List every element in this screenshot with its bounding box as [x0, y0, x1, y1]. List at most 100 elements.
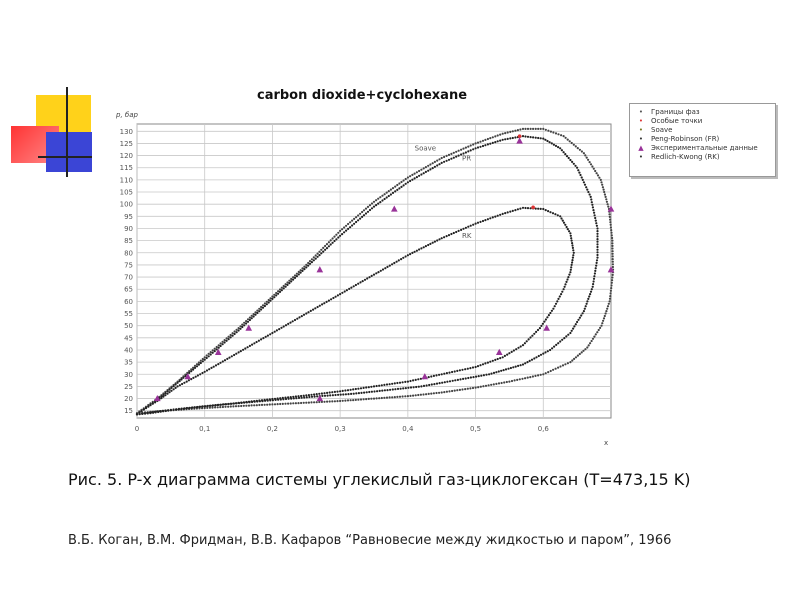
series-point-soave	[580, 351, 583, 354]
series-point-redlich-kwong-rk	[381, 268, 385, 271]
series-point-redlich-kwong-rk	[551, 212, 555, 215]
series-point-peng-robinson-fr	[519, 364, 522, 367]
series-point-redlich-kwong-rk	[214, 404, 217, 407]
series-point-redlich-kwong-rk	[422, 246, 425, 249]
y-tick-label: 95	[124, 213, 133, 221]
series-point-redlich-kwong-rk	[176, 385, 179, 388]
series-point-redlich-kwong-rk	[264, 335, 267, 338]
series-point-redlich-kwong-rk	[479, 220, 482, 223]
series-point-redlich-kwong-rk	[554, 302, 558, 305]
series-point-peng-robinson-fr	[491, 141, 494, 144]
series-point-soave	[246, 318, 250, 321]
series-point-peng-robinson-fr	[260, 308, 263, 311]
series-point-soave	[273, 403, 277, 406]
series-point-redlich-kwong-rk	[362, 386, 365, 389]
series-point-peng-robinson-fr	[596, 251, 599, 254]
series-point-soave	[240, 404, 243, 408]
series-point-peng-robinson-fr	[552, 143, 556, 146]
series-point-peng-robinson-fr	[588, 193, 591, 196]
series-point-soave	[591, 337, 595, 340]
series-point-soave	[327, 241, 330, 244]
series-point-soave	[239, 325, 242, 328]
series-point-peng-robinson-fr	[435, 382, 439, 385]
series-point-soave	[484, 138, 487, 141]
series-point-peng-robinson-fr	[217, 346, 220, 349]
series-point-redlich-kwong-rk	[203, 370, 206, 373]
series-point-peng-robinson-fr	[235, 331, 238, 334]
series-point-peng-robinson-fr	[387, 194, 390, 198]
series-point-peng-robinson-fr	[594, 269, 597, 272]
series-point-soave	[542, 127, 545, 130]
series-point-redlich-kwong-rk	[472, 223, 475, 226]
series-point-peng-robinson-fr	[396, 188, 399, 191]
series-point-peng-robinson-fr	[351, 224, 354, 227]
series-point-peng-robinson-fr	[316, 255, 319, 258]
experimental-point	[495, 348, 503, 355]
series-point-redlich-kwong-rk	[570, 239, 573, 242]
series-point-soave	[219, 406, 222, 409]
series-point-soave	[301, 267, 304, 270]
series-point-soave	[190, 368, 193, 371]
series-point-redlich-kwong-rk	[284, 396, 287, 399]
series-point-redlich-kwong-rk	[412, 379, 415, 382]
series-point-peng-robinson-fr	[572, 327, 575, 330]
series-point-peng-robinson-fr	[375, 204, 378, 207]
series-point-peng-robinson-fr	[364, 212, 368, 215]
series-point-soave	[554, 132, 558, 135]
series-point-redlich-kwong-rk	[438, 373, 441, 376]
series-point-soave	[445, 154, 448, 157]
series-point-peng-robinson-fr	[489, 142, 492, 145]
series-point-redlich-kwong-rk	[152, 411, 155, 414]
series-point-soave	[479, 385, 482, 388]
series-point-redlich-kwong-rk	[198, 405, 201, 408]
series-point-peng-robinson-fr	[593, 275, 596, 278]
series-point-soave	[280, 286, 283, 289]
series-point-redlich-kwong-rk	[268, 398, 271, 401]
series-point-redlich-kwong-rk	[519, 207, 522, 210]
series-point-soave	[260, 305, 263, 309]
legend-item: ▲ Экспериментальные данные	[630, 144, 775, 153]
series-point-redlich-kwong-rk	[244, 347, 247, 350]
series-point-peng-robinson-fr	[595, 264, 598, 267]
series-point-soave	[610, 229, 613, 232]
series-point-peng-robinson-fr	[544, 351, 547, 354]
series-point-peng-robinson-fr	[307, 264, 310, 267]
series-point-peng-robinson-fr	[361, 215, 364, 218]
series-point-peng-robinson-fr	[595, 224, 599, 227]
series-point-soave	[406, 395, 409, 398]
series-point-soave	[294, 402, 297, 405]
series-point-redlich-kwong-rk	[359, 387, 363, 390]
series-point-soave	[467, 145, 470, 148]
series-point-redlich-kwong-rk	[531, 334, 534, 337]
series-point-peng-robinson-fr	[550, 142, 553, 145]
series-point-peng-robinson-fr	[511, 136, 514, 140]
series-point-redlich-kwong-rk	[404, 380, 407, 383]
series-point-soave	[578, 148, 582, 151]
legend-dot-marker: •	[638, 117, 644, 125]
legend-dot-marker: •	[638, 126, 644, 134]
series-point-soave	[225, 337, 228, 340]
series-point-peng-robinson-fr	[258, 310, 261, 313]
series-point-peng-robinson-fr	[278, 290, 282, 293]
series-point-peng-robinson-fr	[592, 277, 596, 280]
series-point-peng-robinson-fr	[480, 374, 483, 377]
series-point-redlich-kwong-rk	[496, 214, 499, 217]
series-point-peng-robinson-fr	[477, 375, 480, 378]
series-point-soave	[578, 352, 581, 356]
series-point-redlich-kwong-rk	[525, 340, 528, 343]
series-point-soave	[300, 401, 303, 405]
series-point-soave	[453, 389, 456, 392]
series-point-peng-robinson-fr	[562, 151, 565, 154]
series-point-peng-robinson-fr	[323, 394, 327, 397]
series-point-redlich-kwong-rk	[305, 394, 308, 397]
series-point-soave	[422, 167, 425, 170]
series-point-redlich-kwong-rk	[229, 402, 232, 405]
series-point-peng-robinson-fr	[592, 283, 595, 286]
series-point-redlich-kwong-rk	[461, 368, 464, 371]
series-point-peng-robinson-fr	[333, 239, 336, 243]
series-point-soave	[611, 279, 614, 282]
x-tick-label: 0,2	[267, 425, 278, 433]
series-point-soave	[305, 401, 308, 404]
series-point-redlich-kwong-rk	[370, 385, 373, 388]
series-point-redlich-kwong-rk	[325, 300, 328, 303]
